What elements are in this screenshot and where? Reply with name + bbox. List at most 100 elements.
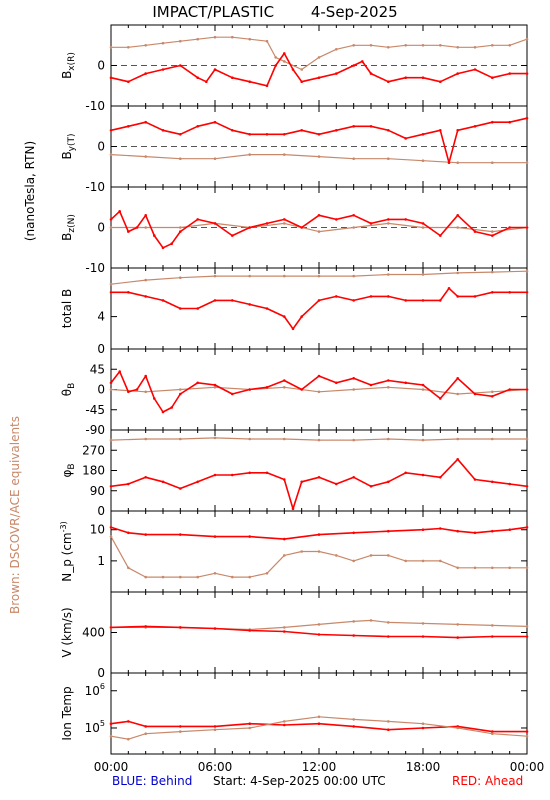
data-point-theta-ahead	[335, 381, 338, 385]
data-point-total-equivalent	[283, 274, 286, 278]
data-point-theta-ahead	[300, 388, 304, 391]
chart-title: IMPACT/PLASTIC 4-Sep-2025	[0, 3, 550, 21]
data-point-temp-ahead	[283, 723, 286, 727]
data-point-np-equivalent	[231, 575, 234, 579]
data-point-bx-equivalent	[196, 37, 199, 41]
data-point-bx-ahead	[491, 76, 494, 79]
data-point-bx-ahead	[127, 80, 130, 83]
data-point-temp-ahead	[317, 722, 321, 725]
data-point-temp-ahead	[109, 722, 113, 725]
data-point-temp-equivalent	[248, 726, 251, 730]
data-point-by-equivalent	[491, 161, 494, 164]
data-point-phi-equivalent	[144, 437, 147, 441]
series-temp-equivalent	[110, 716, 528, 740]
data-point-theta-ahead	[317, 374, 321, 378]
data-point-by-ahead	[317, 133, 321, 136]
data-point-theta-ahead	[404, 381, 408, 385]
y-tick-label-v: 0	[97, 666, 105, 680]
data-point-theta-equivalent	[352, 388, 356, 391]
data-point-by-equivalent	[456, 161, 460, 164]
data-point-np-equivalent	[248, 575, 251, 579]
data-point-total-ahead	[369, 295, 373, 298]
y-tick-label-bx: 0	[97, 59, 105, 73]
data-point-bx-equivalent	[317, 56, 321, 59]
data-point-phi-ahead	[213, 473, 217, 477]
data-point-bx-equivalent	[387, 46, 390, 49]
data-point-np-ahead	[144, 533, 147, 536]
data-point-bz-ahead	[335, 218, 338, 221]
data-point-by-equivalent	[387, 157, 390, 160]
data-point-total-ahead	[491, 291, 494, 294]
data-point-bx-ahead	[205, 80, 208, 83]
data-point-bz-equivalent	[317, 230, 321, 233]
data-point-np-equivalent	[213, 572, 217, 575]
y-tick-label-v: 400	[82, 626, 105, 640]
y-tick-label-by: 0	[97, 140, 105, 154]
data-point-bz-ahead	[439, 234, 442, 237]
series-v-ahead	[110, 625, 527, 639]
axis-label-theta: θB	[60, 383, 77, 397]
data-point-v-equivalent	[421, 622, 425, 625]
data-point-total-ahead	[144, 295, 147, 298]
data-point-by-equivalent	[352, 157, 356, 160]
data-point-bx-ahead	[274, 64, 278, 67]
data-point-np-equivalent	[144, 575, 147, 579]
data-point-bz-ahead	[265, 222, 269, 225]
data-point-by-equivalent	[248, 153, 251, 156]
data-point-theta-equivalent	[491, 390, 494, 394]
data-point-phi-ahead	[369, 485, 373, 488]
data-point-phi-ahead	[525, 485, 529, 488]
data-point-total-ahead	[265, 307, 269, 310]
data-point-theta-ahead	[387, 379, 390, 382]
data-point-temp-equivalent	[456, 726, 460, 730]
data-point-total-ahead	[317, 299, 321, 302]
y-tick-label-bx: -10	[85, 99, 105, 113]
data-point-bz-equivalent	[352, 226, 356, 229]
y-tick-label-by: -10	[85, 180, 105, 194]
data-point-bz-equivalent	[491, 230, 494, 233]
data-point-bx-ahead	[196, 76, 199, 79]
data-point-bz-ahead	[421, 222, 425, 225]
data-point-by-ahead	[144, 120, 147, 124]
series-bz-ahead	[110, 210, 527, 249]
data-point-temp-ahead	[525, 730, 529, 733]
data-point-phi-ahead	[352, 476, 356, 479]
data-point-by-ahead	[335, 129, 338, 132]
data-point-by-equivalent	[525, 161, 529, 164]
legend-behind: BLUE: Behind	[112, 774, 193, 788]
data-point-bz-equivalent	[456, 226, 460, 229]
data-point-v-equivalent	[525, 625, 529, 628]
series-phi-ahead	[110, 458, 528, 510]
data-point-bz-ahead	[508, 226, 512, 229]
data-point-theta-ahead	[144, 374, 147, 378]
series-temp-ahead	[110, 720, 527, 733]
data-point-np-ahead	[491, 529, 494, 533]
data-point-np-equivalent	[439, 559, 442, 563]
data-point-theta-ahead	[248, 388, 251, 391]
data-point-by-equivalent	[109, 153, 113, 156]
data-point-bz-equivalent	[179, 226, 182, 229]
data-point-bx-equivalent	[525, 37, 529, 41]
data-point-np-ahead	[127, 531, 130, 535]
data-point-bz-ahead	[300, 226, 304, 229]
data-point-np-ahead	[248, 535, 251, 538]
data-point-bx-equivalent	[265, 39, 269, 43]
data-point-phi-equivalent	[283, 437, 286, 441]
data-point-phi-ahead	[265, 471, 269, 475]
data-point-np-ahead	[508, 528, 512, 531]
plot-date: 4-Sep-2025	[310, 3, 398, 21]
data-point-temp-ahead	[491, 730, 494, 733]
axis-label-temp: Ion Temp	[60, 686, 74, 740]
data-point-theta-ahead	[473, 392, 477, 396]
data-point-temp-equivalent	[109, 734, 113, 738]
data-point-phi-ahead	[317, 476, 321, 479]
series-by-ahead	[110, 117, 528, 164]
data-point-temp-ahead	[144, 725, 147, 728]
data-point-phi-equivalent	[213, 436, 217, 440]
data-point-bx-equivalent	[335, 48, 338, 51]
y-tick-label-total: 0	[97, 342, 105, 356]
data-point-temp-equivalent	[127, 737, 130, 741]
data-point-by-ahead	[265, 133, 269, 136]
data-point-phi-ahead	[508, 482, 512, 486]
